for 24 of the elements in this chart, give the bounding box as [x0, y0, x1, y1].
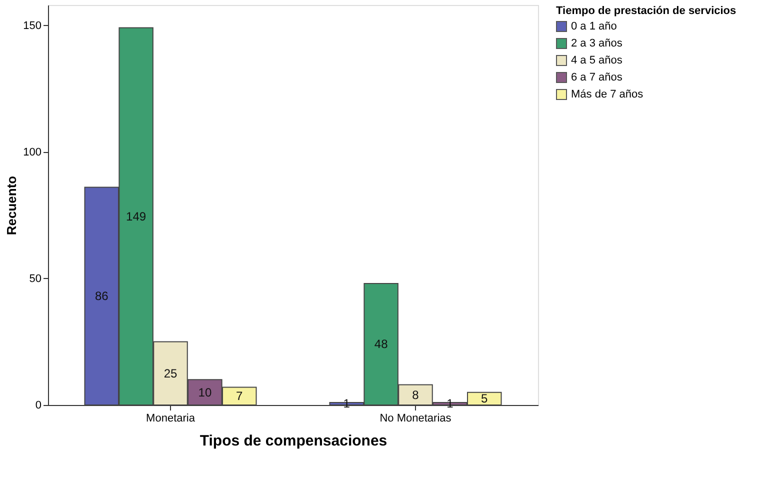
data-label: 1 — [446, 396, 454, 411]
data-label: 7 — [236, 389, 244, 404]
legend-title: Tiempo de prestación de servicios — [556, 5, 736, 17]
y-tick-label: 100 — [23, 146, 42, 158]
y-tick-label: 150 — [23, 20, 42, 32]
legend-label: Más de 7 años — [571, 88, 644, 100]
legend-label: 6 a 7 años — [571, 72, 623, 84]
x-tick-label: No Monetarias — [380, 412, 452, 424]
x-tick-label: Monetaria — [146, 412, 196, 424]
data-label: 149 — [126, 209, 146, 224]
data-label: 1 — [343, 396, 350, 411]
data-label: 8 — [412, 388, 420, 402]
y-tick-label: 0 — [35, 400, 42, 412]
legend-label: 4 a 5 años — [571, 54, 623, 66]
x-axis-title: Tipos de compensaciones — [200, 432, 388, 450]
data-label: 86 — [94, 289, 109, 304]
y-tick-label: 50 — [29, 272, 42, 285]
data-label: 5 — [481, 392, 488, 406]
data-label: 25 — [164, 366, 178, 380]
y-axis-title: Recuento — [4, 176, 20, 236]
data-label: 48 — [374, 337, 388, 352]
legend-label: 2 a 3 años — [571, 38, 623, 50]
legend-label: 0 a 1 año — [571, 20, 617, 32]
data-label: 10 — [198, 385, 212, 400]
